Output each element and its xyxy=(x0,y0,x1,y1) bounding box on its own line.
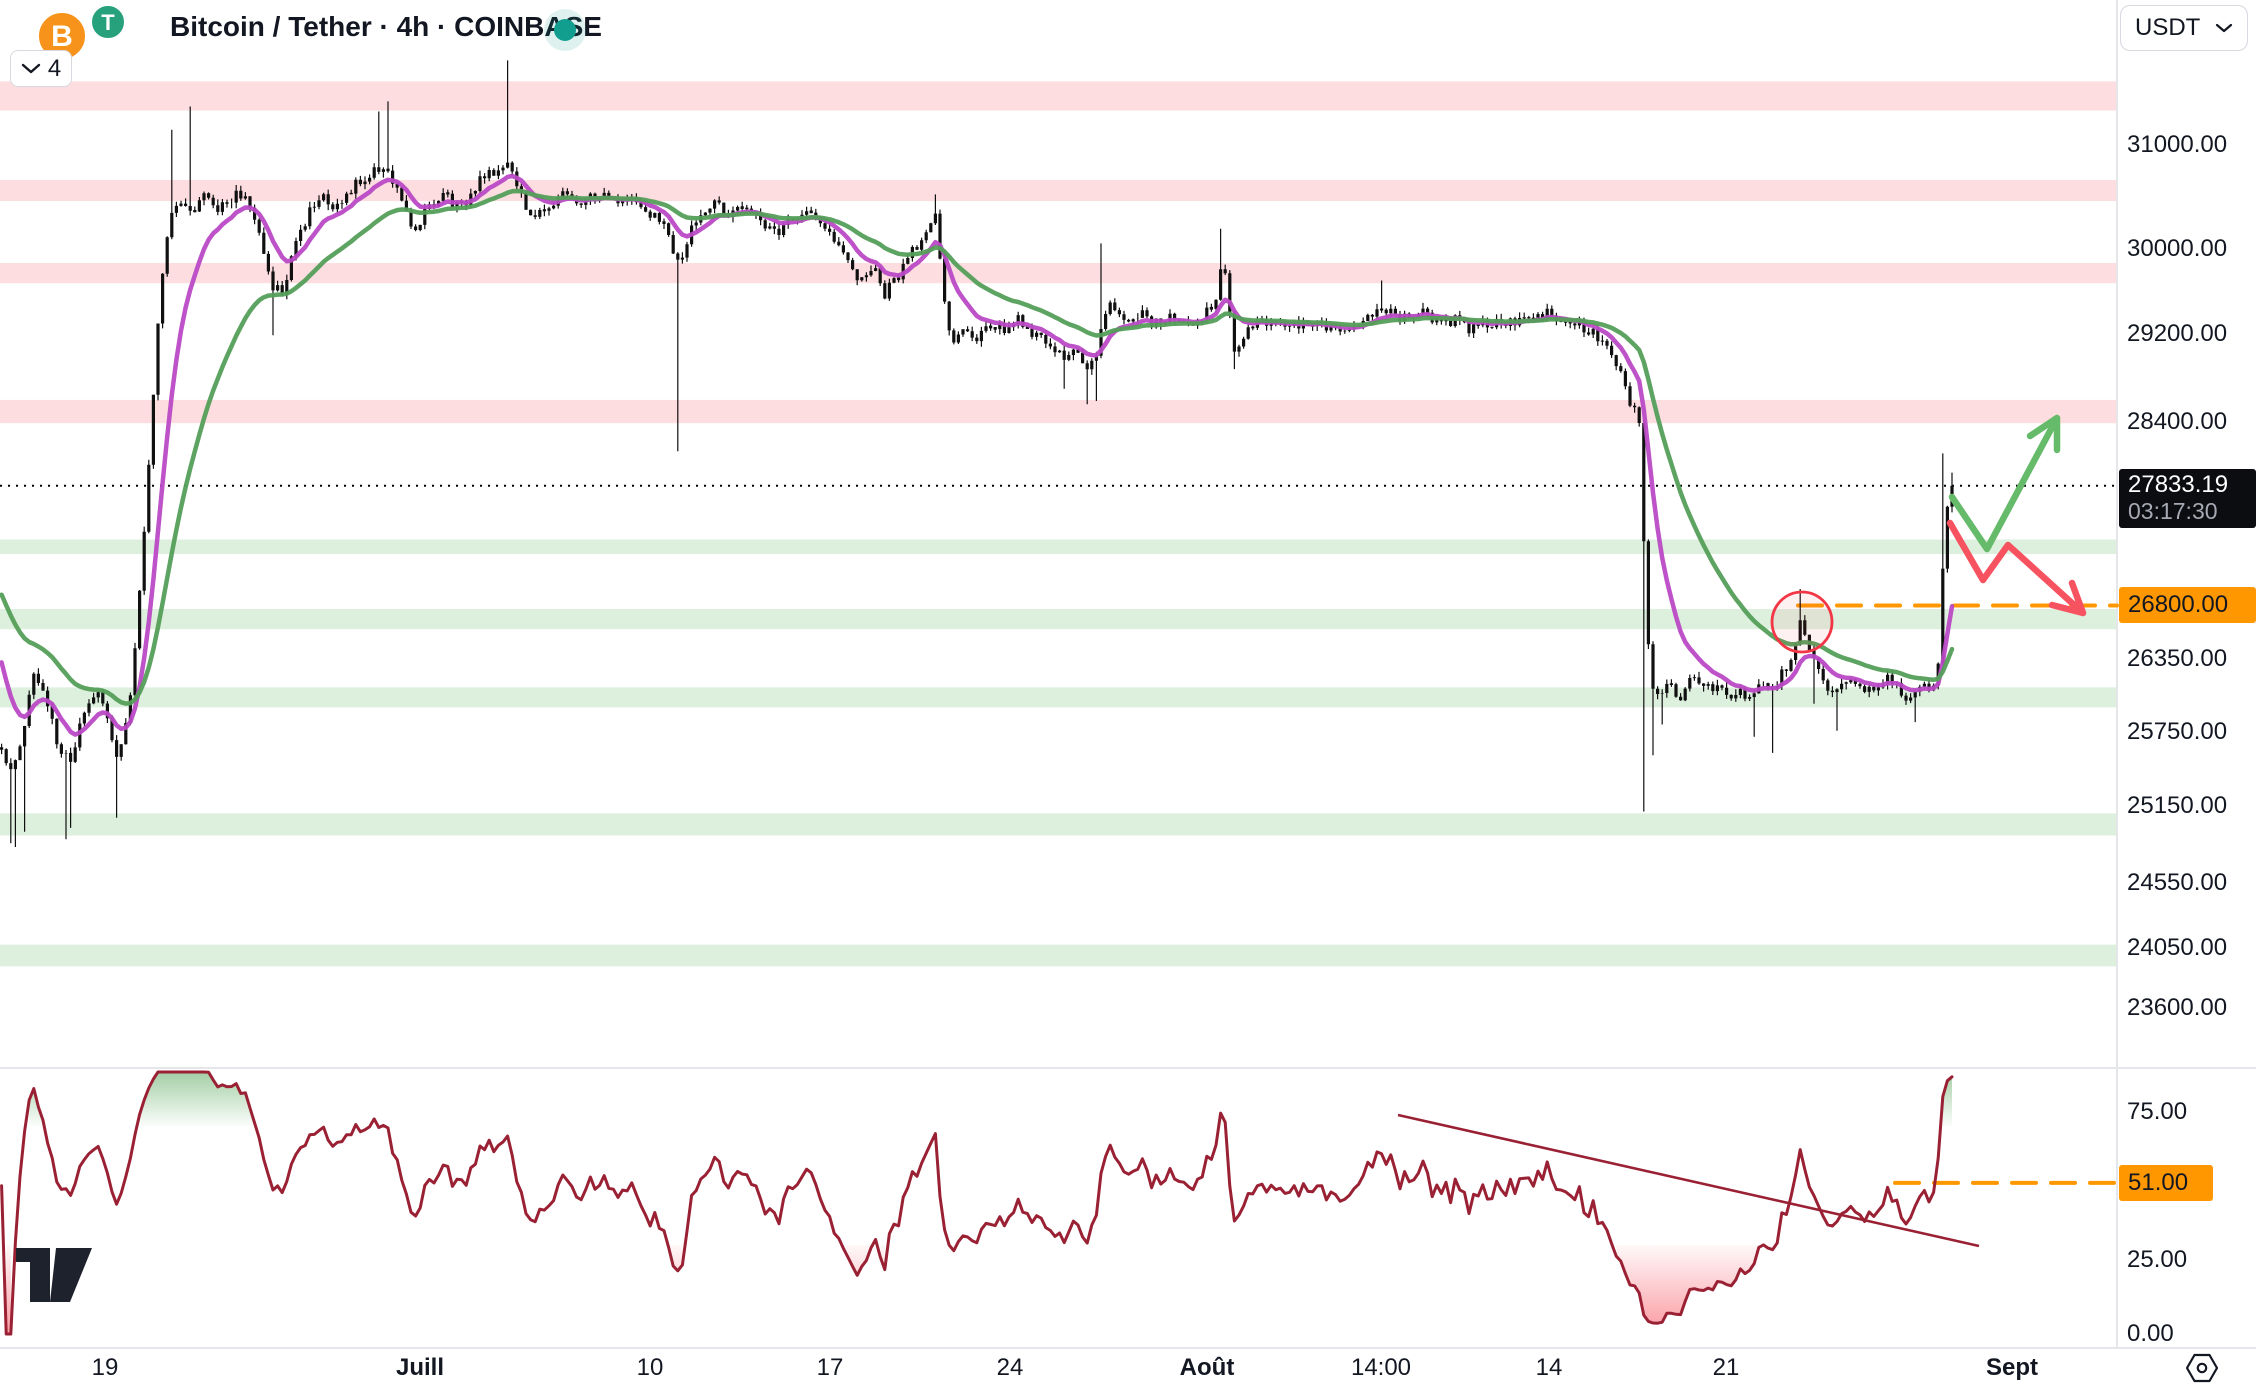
market-status-icon[interactable] xyxy=(544,9,586,51)
price-tick-label: 24050.00 xyxy=(2127,934,2228,961)
price-tick-label: 23600.00 xyxy=(2127,994,2228,1021)
price-tick-label: 25150.00 xyxy=(2127,792,2228,819)
time-tick-label: 19 xyxy=(91,1354,119,1381)
time-tick-label: Juill xyxy=(395,1354,445,1381)
settings-gear-icon[interactable] xyxy=(2184,1350,2220,1386)
price-tick-label: 30000.00 xyxy=(2127,235,2228,262)
currency-dropdown[interactable]: USDT xyxy=(2120,5,2248,51)
price-tick-label: 25750.00 xyxy=(2127,718,2228,745)
price-tick-label: 29200.00 xyxy=(2127,320,2228,347)
time-tick-label: 14:00 xyxy=(1350,1354,1412,1381)
rsi-tick-label: 0.00 xyxy=(2127,1320,2174,1347)
rsi-level-label[interactable]: 51.00 xyxy=(2119,1165,2213,1201)
current-price-value: 27833.19 xyxy=(2128,471,2229,498)
chevron-down-icon xyxy=(2215,23,2233,33)
time-tick-label: 21 xyxy=(1712,1354,1740,1381)
time-tick-label: 24 xyxy=(996,1354,1024,1381)
rsi-tick-label: 75.00 xyxy=(2127,1098,2188,1125)
market-status-dot xyxy=(554,19,576,41)
price-tick-label: 28400.00 xyxy=(2127,408,2228,435)
time-tick-label: 17 xyxy=(816,1354,844,1381)
tradingview-logo[interactable] xyxy=(16,1240,92,1304)
symbol-title: Bitcoin / Tether · 4h · COINBASE xyxy=(170,11,602,42)
current-price-label: 27833.19 03:17:30 xyxy=(2119,469,2256,528)
tether-icon: T xyxy=(89,3,127,41)
price-tick-label: 24550.00 xyxy=(2127,869,2228,896)
chevron-down-icon xyxy=(21,63,41,74)
rsi-tick-label: 25.00 xyxy=(2127,1246,2188,1273)
price-tick-label: 26350.00 xyxy=(2127,645,2228,672)
time-tick-label: 14 xyxy=(1535,1354,1563,1381)
time-tick-label: Sept xyxy=(1985,1354,2039,1381)
price-tick-label: 31000.00 xyxy=(2127,131,2228,158)
legend-count: 4 xyxy=(47,54,62,82)
candle-countdown: 03:17:30 xyxy=(2128,498,2218,524)
time-tick-label: Août xyxy=(1179,1354,1235,1381)
legend-collapse-button[interactable]: 4 xyxy=(10,50,72,87)
currency-label: USDT xyxy=(2135,14,2201,41)
time-tick-label: 10 xyxy=(636,1354,664,1381)
price-level-label[interactable]: 26800.00 xyxy=(2119,587,2256,623)
